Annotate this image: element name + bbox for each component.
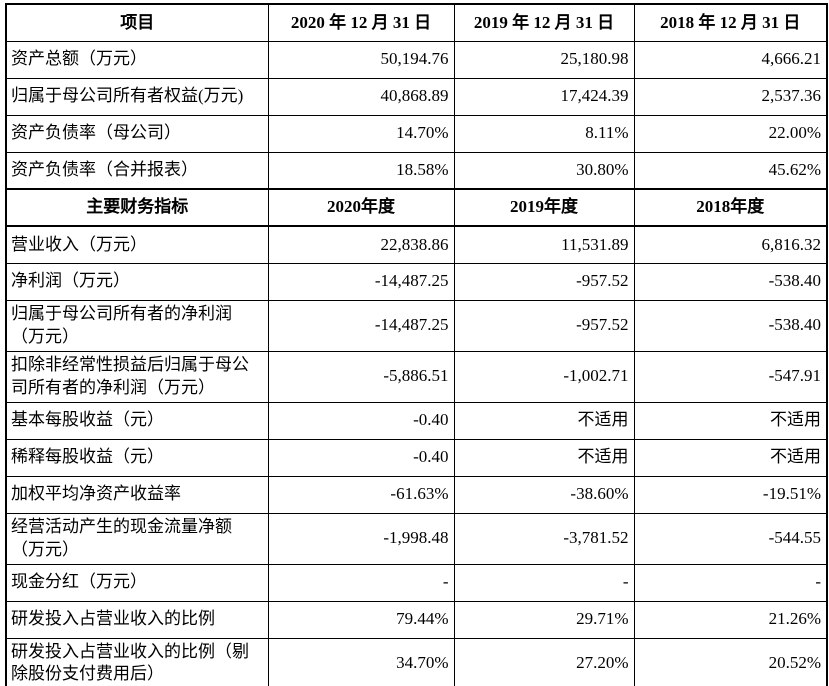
- row-value: -: [453, 563, 635, 602]
- row-value: 22.00%: [633, 114, 828, 153]
- section-title-cell: 项目: [5, 3, 269, 42]
- row-value: -538.40: [633, 262, 828, 301]
- table-row: 净利润（万元） -14,487.25 -957.52 -538.40: [5, 262, 828, 301]
- row-value: 27.20%: [453, 637, 635, 686]
- row-value: 14.70%: [267, 114, 455, 153]
- row-value: -547.91: [633, 350, 828, 403]
- table-row: 加权平均净资产收益率 -61.63% -38.60% -19.51%: [5, 475, 828, 514]
- row-label: 归属于母公司所有者的净利润（万元）: [5, 299, 269, 352]
- row-label: 营业收入（万元）: [5, 225, 269, 264]
- row-value: -: [267, 563, 455, 602]
- row-value: 45.62%: [633, 151, 828, 190]
- row-value: -1,998.48: [267, 512, 455, 565]
- year-header-cell: 2018 年 12 月 31 日: [633, 3, 828, 42]
- row-label: 现金分红（万元）: [5, 563, 269, 602]
- row-label: 净利润（万元）: [5, 262, 269, 301]
- row-value: 79.44%: [267, 600, 455, 639]
- row-value: 29.71%: [453, 600, 635, 639]
- row-value: 22,838.86: [267, 225, 455, 264]
- row-value: -544.55: [633, 512, 828, 565]
- row-value: 不适用: [453, 438, 635, 477]
- year-header-cell: 2018年度: [633, 188, 828, 227]
- row-value: 20.52%: [633, 637, 828, 686]
- row-value: 11,531.89: [453, 225, 635, 264]
- section-title-cell: 主要财务指标: [5, 188, 269, 227]
- row-value: 2,537.36: [633, 77, 828, 116]
- table-row: 资产负债率（合并报表） 18.58% 30.80% 45.62%: [5, 151, 828, 190]
- row-value: 18.58%: [267, 151, 455, 190]
- table-row: 扣除非经常性损益后归属于母公司所有者的净利润（万元） -5,886.51 -1,00…: [5, 350, 828, 403]
- row-value: 不适用: [453, 401, 635, 440]
- table-row: 资产总额（万元） 50,194.76 25,180.98 4,666.21: [5, 40, 828, 79]
- row-value: -3,781.52: [453, 512, 635, 565]
- section-header-row: 主要财务指标 2020年度 2019年度 2018年度: [5, 188, 828, 227]
- row-value: 25,180.98: [453, 40, 635, 79]
- year-header-cell: 2019 年 12 月 31 日: [453, 3, 635, 42]
- row-label: 研发投入占营业收入的比例: [5, 600, 269, 639]
- row-value: 4,666.21: [633, 40, 828, 79]
- row-value: -0.40: [267, 401, 455, 440]
- table-row: 经营活动产生的现金流量净额（万元） -1,998.48 -3,781.52 -544.…: [5, 512, 828, 565]
- table-row: 归属于母公司所有者的净利润（万元） -14,487.25 -957.52 -538.4…: [5, 299, 828, 352]
- table-row: 基本每股收益（元） -0.40 不适用 不适用: [5, 401, 828, 440]
- row-label: 研发投入占营业收入的比例（剔除股份支付费用后）: [5, 637, 269, 686]
- table-row: 现金分红（万元） - - -: [5, 563, 828, 602]
- table-row: 研发投入占营业收入的比例（剔除股份支付费用后） 34.70% 27.20% 20.52…: [5, 637, 828, 686]
- row-value: 8.11%: [453, 114, 635, 153]
- table-header-row: 项目 2020 年 12 月 31 日 2019 年 12 月 31 日 2018 年…: [5, 3, 828, 42]
- row-value: 17,424.39: [453, 77, 635, 116]
- row-value: 不适用: [633, 438, 828, 477]
- row-label: 扣除非经常性损益后归属于母公司所有者的净利润（万元）: [5, 350, 269, 403]
- row-value: 34.70%: [267, 637, 455, 686]
- row-value: -61.63%: [267, 475, 455, 514]
- row-value: 21.26%: [633, 600, 828, 639]
- row-label: 经营活动产生的现金流量净额（万元）: [5, 512, 269, 565]
- row-label: 资产负债率（母公司）: [5, 114, 269, 153]
- row-value: -14,487.25: [267, 299, 455, 352]
- year-header-cell: 2020年度: [267, 188, 455, 227]
- year-header-cell: 2020 年 12 月 31 日: [267, 3, 455, 42]
- table-row: 归属于母公司所有者权益(万元) 40,868.89 17,424.39 2,537.3…: [5, 77, 828, 116]
- table-row: 资产负债率（母公司） 14.70% 8.11% 22.00%: [5, 114, 828, 153]
- row-value: 不适用: [633, 401, 828, 440]
- year-header-cell: 2019年度: [453, 188, 635, 227]
- row-value: -14,487.25: [267, 262, 455, 301]
- row-value: 6,816.32: [633, 225, 828, 264]
- table-row: 稀释每股收益（元） -0.40 不适用 不适用: [5, 438, 828, 477]
- row-label: 资产总额（万元）: [5, 40, 269, 79]
- table-row: 研发投入占营业收入的比例 79.44% 29.71% 21.26%: [5, 600, 828, 639]
- row-value: -: [633, 563, 828, 602]
- row-label: 加权平均净资产收益率: [5, 475, 269, 514]
- row-label: 稀释每股收益（元）: [5, 438, 269, 477]
- row-value: 40,868.89: [267, 77, 455, 116]
- row-label: 基本每股收益（元）: [5, 401, 269, 440]
- row-value: -5,886.51: [267, 350, 455, 403]
- row-value: 50,194.76: [267, 40, 455, 79]
- financial-summary-table: 项目 2020 年 12 月 31 日 2019 年 12 月 31 日 2018 年…: [5, 3, 828, 686]
- row-value: -38.60%: [453, 475, 635, 514]
- row-value: -1,002.71: [453, 350, 635, 403]
- table-row: 营业收入（万元） 22,838.86 11,531.89 6,816.32: [5, 225, 828, 264]
- row-value: -957.52: [453, 262, 635, 301]
- row-value: -538.40: [633, 299, 828, 352]
- row-value: -0.40: [267, 438, 455, 477]
- row-value: -957.52: [453, 299, 635, 352]
- row-value: -19.51%: [633, 475, 828, 514]
- financial-table-body: 项目 2020 年 12 月 31 日 2019 年 12 月 31 日 2018 年…: [5, 3, 828, 686]
- row-label: 资产负债率（合并报表）: [5, 151, 269, 190]
- row-label: 归属于母公司所有者权益(万元): [5, 77, 269, 116]
- row-value: 30.80%: [453, 151, 635, 190]
